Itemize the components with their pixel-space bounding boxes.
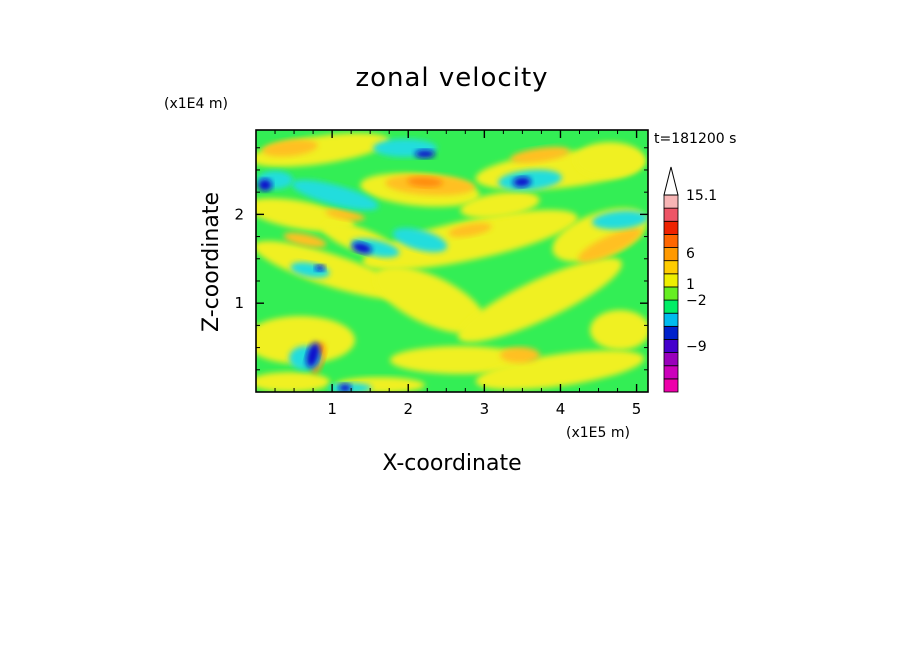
field-patch-43 [315,265,325,271]
field-patch-26 [407,176,443,188]
colorbar-level [663,220,679,235]
field-patch-14 [575,142,645,178]
x-tick-label: 2 [403,400,413,418]
field-patch-44 [339,384,351,392]
plot-field [256,130,648,392]
x-tick-label: 1 [327,400,337,418]
colorbar-overflow-arrow [663,166,679,196]
field-patch-0 [256,133,390,167]
colorbar-level [663,378,679,393]
field-patch-25 [448,222,492,238]
colorbar-level [663,312,679,327]
time-label: t=181200 s [654,131,736,147]
field-patch-6 [256,240,407,300]
field-patch-38 [258,179,272,191]
field-patch-41 [513,176,531,188]
field-patch-21 [510,146,570,164]
field-patch-12 [256,372,330,392]
field-patch-23 [500,347,540,363]
y-tick-label: 1 [234,294,244,312]
y-ticks: 12 [234,147,648,371]
x-axis-label: X-coordinate [382,451,521,476]
field-patch-15 [590,310,648,350]
field-patch-34 [592,210,648,230]
field-patch-22 [283,232,327,248]
colorbar-level [663,299,679,314]
field-patch-32 [392,227,448,253]
x-tick-label: 5 [632,400,642,418]
colorbar-label: 1 [686,277,695,293]
colorbar-level [663,325,679,340]
y-axis-label: Z-coordinate [199,192,224,332]
field-patch-9 [256,316,355,364]
colorbar: 15.1 6 1−2 −9 [663,166,717,393]
colorbar-level [663,260,679,275]
x-tick-label: 4 [556,400,566,418]
field-patch-7 [374,266,486,334]
colorbar-level [663,365,679,380]
colorbar-level [663,247,679,262]
field-patch-19 [262,139,318,157]
field-patch-40 [415,150,435,158]
x-ticks: 1 2 3 4 5 [274,130,642,418]
colorbar-level [663,352,679,367]
field-patch-24 [325,208,365,222]
chart-title: zonal velocity [355,63,548,93]
field-patch-4 [362,209,578,271]
colorbar-label: 15.1 [686,188,717,204]
y-unit-label: (x1E4 m) [164,96,228,112]
x-unit-label: (x1E5 m) [566,425,630,441]
x-tick-label: 3 [480,400,490,418]
colorbar-level [663,339,679,354]
colorbar-level [663,273,679,288]
field-patch-20 [578,228,642,262]
field-patch-28 [291,179,379,211]
field-patch-17 [460,191,540,219]
colorbar-label: −2 [686,293,707,309]
field-patch-39 [352,242,372,254]
field-patch-11 [475,350,645,390]
field-patch-10 [390,346,530,374]
field-patch-8 [457,257,623,343]
field-patch-42 [306,342,320,368]
colorbar-level [663,286,679,301]
colorbar-level [663,233,679,248]
colorbar-level [663,207,679,222]
colorbar-level [663,194,679,209]
y-tick-label: 2 [234,205,244,223]
colorbar-label: −9 [686,339,707,355]
colorbar-label: 6 [686,246,695,262]
plot-frame [255,129,649,393]
